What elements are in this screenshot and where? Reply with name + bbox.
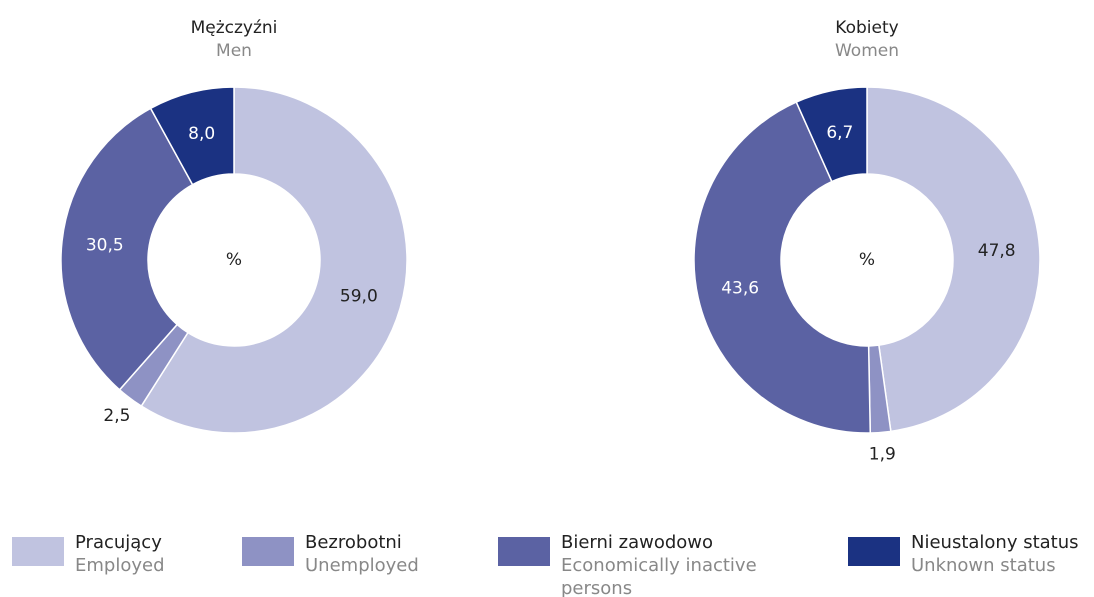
data-label: 47,8 [978,241,1016,261]
legend-text: Bierni zawodowo Economically inactive per… [561,531,801,597]
donut-segment [149,86,235,186]
data-label: 30,5 [86,236,124,256]
data-label: 6,7 [826,123,853,143]
legend-swatch [242,537,294,566]
data-label: 2,5 [103,406,130,426]
legend-sublabel: Economically inactive persons [561,555,757,597]
legend-sublabel: Unemployed [305,555,419,576]
donut-segment [60,107,194,391]
center-label: % [859,250,875,270]
legend-swatch [12,537,64,566]
legend-text: Nieustalony status Unknown status [911,531,1094,577]
data-label: 43,6 [721,278,759,298]
data-label: 1,9 [869,444,896,464]
chart-title: Mężczyźni [191,18,278,38]
data-label: 8,0 [188,124,215,144]
chart-title: Kobiety [835,18,898,38]
legend-swatch [498,537,550,566]
data-label: 59,0 [340,286,378,306]
center-label: % [226,250,242,270]
donut-segment [795,86,868,183]
legend-label: Bierni zawodowo [561,532,714,553]
legend-swatch [848,537,900,566]
legend-label: Pracujący [75,532,162,553]
legend-sublabel: Employed [75,555,165,576]
donut-segment [140,86,408,434]
legend-text: Pracujący Employed [75,531,275,577]
legend-label: Bezrobotni [305,532,402,553]
donut-segment [693,101,872,434]
donut-segment [866,86,1041,433]
chart-subtitle: Men [216,41,252,61]
legend-text: Bezrobotni Unemployed [305,531,505,577]
legend-sublabel: Unknown status [911,555,1056,576]
legend-label: Nieustalony status [911,532,1079,553]
chart-subtitle: Women [835,41,899,61]
